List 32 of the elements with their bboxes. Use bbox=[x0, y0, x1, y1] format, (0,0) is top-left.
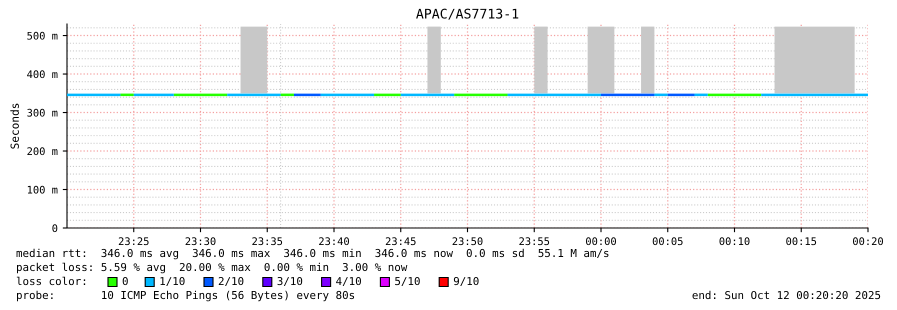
legend-label: 9/10 bbox=[454, 276, 479, 286]
x-tick-label: 00:10 bbox=[720, 237, 750, 246]
x-tick-label: 23:40 bbox=[319, 237, 350, 246]
chart-title: APAC/AS7713-1 bbox=[416, 8, 518, 20]
text: median rtt: 346.0 ms avg 346.0 ms max 346.0 ms min 346.0 ms now 0.0 ms sd 55.1 M am/s bbox=[16, 248, 608, 260]
y-tick-label: 200 m bbox=[27, 147, 58, 156]
text: packet loss: 5.59 % avg 20.00 % max 0.00 % min 3.00 % now bbox=[17, 262, 408, 274]
legend-label: 2/10 bbox=[218, 276, 244, 286]
x-tick-label: 00:15 bbox=[786, 237, 816, 246]
x-tick-label: 23:30 bbox=[186, 237, 216, 246]
legend-label: 1/10 bbox=[160, 276, 185, 286]
legend-label: 5/10 bbox=[395, 276, 420, 286]
legend-label: 0 bbox=[122, 276, 128, 286]
legend-label: 3/10 bbox=[278, 276, 302, 286]
x-tick-label: 23:35 bbox=[252, 237, 282, 246]
x-tick-label: 00:20 bbox=[853, 237, 884, 246]
x-tick-label: 23:45 bbox=[386, 237, 416, 246]
legend-title: loss color: bbox=[16, 276, 86, 286]
y-tick-label: 0 bbox=[52, 224, 58, 232]
x-tick-label: 23:50 bbox=[452, 237, 483, 246]
text: probe: 10 ICMP Echo Pings (56 Bytes) every 80s bbox=[17, 290, 354, 302]
x-tick-label: 23:25 bbox=[118, 237, 149, 246]
x-tick-label: 23:55 bbox=[519, 237, 550, 246]
y-axis-title: Seconds bbox=[10, 104, 19, 149]
y-tick-label: 400 m bbox=[27, 70, 58, 78]
x-tick-label: 00:05 bbox=[652, 237, 683, 246]
text: end: Sun Oct 12 00:20:20 2025 bbox=[692, 290, 880, 300]
y-tick-label: 500 m bbox=[27, 32, 58, 40]
y-tick-label: 300 m bbox=[27, 108, 58, 117]
x-tick-label: 00:00 bbox=[586, 237, 616, 246]
legend-label: 4/10 bbox=[336, 276, 361, 286]
y-tick-label: 100 m bbox=[28, 186, 58, 194]
